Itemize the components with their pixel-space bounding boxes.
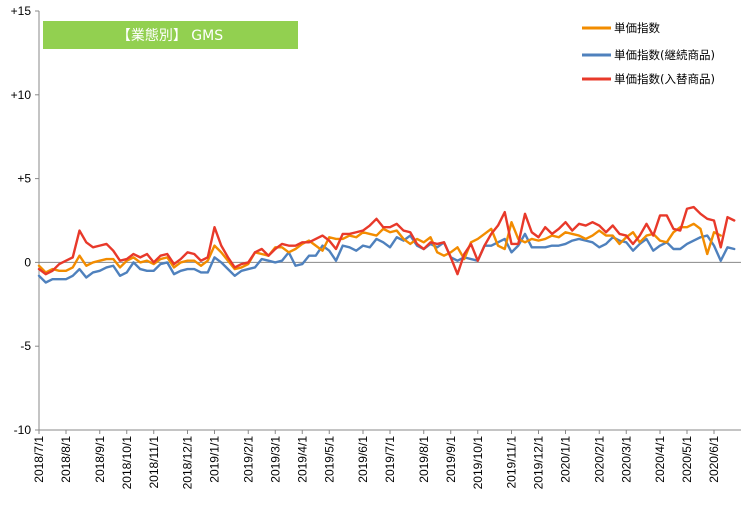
x-tick-label: 2020/4/1 xyxy=(653,436,667,483)
x-tick-label: 2018/9/1 xyxy=(93,436,107,483)
legend-label-2: 単価指数(入替商品) xyxy=(614,72,715,86)
x-tick-label: 2019/5/1 xyxy=(322,436,336,483)
x-tick-label: 2019/8/1 xyxy=(417,436,431,483)
x-tick-label: 2020/1/1 xyxy=(559,436,573,483)
x-tick-label: 2019/11/1 xyxy=(505,436,519,489)
x-tick-label: 2019/12/1 xyxy=(532,436,546,490)
y-tick-label: +10 xyxy=(11,88,32,102)
x-tick-label: 2020/2/1 xyxy=(592,436,606,483)
badge-background xyxy=(43,21,298,49)
x-tick-label: 2019/2/1 xyxy=(241,436,255,483)
x-tick-label: 2019/4/1 xyxy=(295,436,309,483)
x-tick-label: 2020/6/1 xyxy=(707,436,721,483)
x-tick-label: 2019/7/1 xyxy=(383,436,397,483)
series-line-2 xyxy=(37,205,736,276)
series-layer xyxy=(37,205,736,284)
series-line-0 xyxy=(37,220,722,274)
badge-label: 【業態別】 GMS xyxy=(117,28,223,44)
y-axis: +15 +10 +5 0 -5 -10 xyxy=(11,4,40,437)
x-tick-label: 2019/9/1 xyxy=(444,436,458,483)
x-axis: 2018/7/1 2018/8/1 2018/9/1 2018/10/1 2018/11… xyxy=(32,261,741,489)
legend-label-0: 単価指数 xyxy=(614,21,660,35)
y-tick-label: -5 xyxy=(20,339,31,353)
y-tick-group: +15 +10 +5 0 -5 -10 xyxy=(11,4,39,437)
y-tick-label: 0 xyxy=(24,255,31,269)
y-tick-label: +5 xyxy=(17,172,31,186)
x-tick-label: 2019/1/1 xyxy=(208,436,222,483)
y-tick-label: -10 xyxy=(14,423,32,437)
series-line-1 xyxy=(37,232,736,284)
x-tick-label: 2018/10/1 xyxy=(120,436,134,490)
x-tick-label: 2020/3/1 xyxy=(619,436,633,483)
y-tick-label: +15 xyxy=(11,4,32,18)
x-tick-label: 2020/5/1 xyxy=(680,436,694,483)
x-tick-group: 2018/7/1 2018/8/1 2018/9/1 2018/10/1 2018/11… xyxy=(32,430,721,489)
x-tick-label: 2018/8/1 xyxy=(59,436,73,483)
legend-label-1: 単価指数(継続商品) xyxy=(614,48,715,62)
x-tick-label: 2018/12/1 xyxy=(181,436,195,490)
chart-badge: 【業態別】 GMS xyxy=(43,21,298,49)
x-tick-label: 2018/7/1 xyxy=(32,436,46,483)
x-tick-label: 2019/3/1 xyxy=(268,436,282,483)
x-tick-label: 2019/10/1 xyxy=(471,436,485,490)
x-tick-label: 2018/11/1 xyxy=(147,436,161,489)
x-tick-label: 2019/6/1 xyxy=(356,436,370,483)
